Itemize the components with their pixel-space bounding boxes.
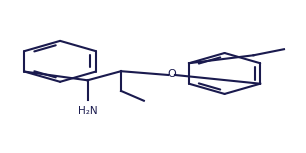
Text: H₂N: H₂N [78,106,97,116]
Text: O: O [167,69,176,79]
